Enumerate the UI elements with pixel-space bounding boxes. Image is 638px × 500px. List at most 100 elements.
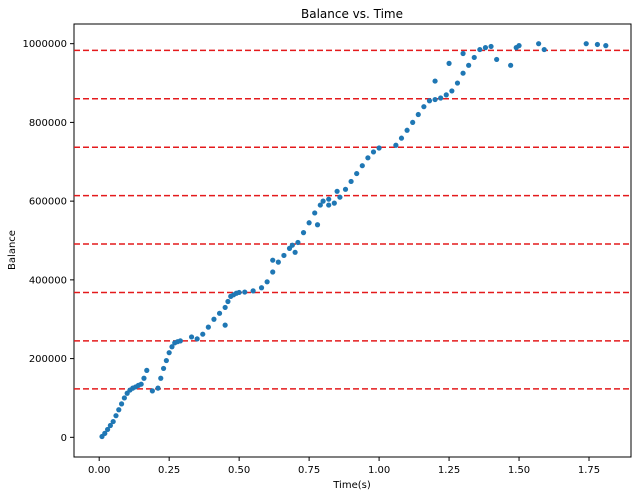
data-point: [460, 70, 466, 76]
data-point: [300, 230, 307, 236]
data-point: [177, 338, 183, 344]
data-point: [460, 50, 466, 57]
data-point: [454, 80, 461, 86]
data-point: [314, 222, 321, 228]
data-point: [194, 336, 200, 342]
data-point: [295, 239, 301, 246]
data-point: [594, 41, 601, 48]
data-point: [326, 202, 332, 208]
data-point: [107, 422, 113, 429]
data-point: [348, 178, 354, 185]
data-point: [113, 413, 119, 419]
data-point: [211, 316, 217, 322]
data-point: [541, 46, 547, 53]
data-point: [536, 41, 542, 47]
x-tick-label: 0.25: [158, 465, 180, 476]
data-point: [320, 198, 326, 204]
data-point: [331, 200, 337, 206]
y-tick-label: 1000000: [22, 39, 67, 50]
data-point: [415, 111, 421, 118]
data-point: [317, 202, 323, 208]
data-point: [466, 62, 472, 68]
data-point: [443, 92, 449, 98]
data-point: [275, 259, 281, 265]
data-point: [426, 98, 433, 104]
data-point: [216, 310, 223, 316]
y-tick-label: 0: [61, 433, 67, 444]
data-point: [449, 88, 455, 94]
data-point: [144, 367, 150, 373]
data-point: [404, 127, 410, 133]
x-tick-label: 0.50: [228, 465, 250, 476]
data-point: [432, 96, 438, 103]
x-tick-label: 0.00: [88, 465, 110, 476]
data-point: [398, 135, 405, 141]
data-point: [169, 344, 175, 350]
data-point: [292, 249, 298, 255]
data-point: [354, 170, 360, 177]
data-point: [393, 142, 399, 148]
data-point: [446, 60, 452, 66]
data-point: [488, 43, 494, 50]
data-point: [121, 395, 127, 401]
data-point: [438, 95, 444, 101]
x-tick-label: 1.75: [578, 465, 600, 476]
data-point: [306, 220, 312, 226]
data-point: [104, 426, 111, 433]
data-point: [421, 104, 427, 110]
x-tick-label: 1.25: [438, 465, 460, 476]
data-point: [312, 210, 318, 216]
data-point: [258, 285, 265, 291]
y-tick-label: 800000: [29, 118, 67, 129]
data-point: [110, 418, 116, 425]
y-axis-label: Balance: [7, 230, 18, 270]
data-point: [250, 288, 256, 294]
data-point: [141, 375, 147, 381]
x-tick-label: 1.00: [368, 465, 390, 476]
data-point: [188, 334, 195, 340]
data-point: [359, 163, 365, 169]
data-point: [166, 350, 172, 356]
data-point: [281, 252, 287, 259]
data-point: [482, 45, 489, 51]
data-point: [334, 188, 340, 194]
data-point: [242, 289, 248, 295]
x-tick-label: 0.75: [298, 465, 320, 476]
data-point: [326, 196, 332, 202]
plot-area-frame: [73, 23, 632, 458]
data-point: [270, 269, 276, 275]
data-point: [138, 381, 144, 387]
data-point: [342, 186, 349, 192]
data-point: [410, 119, 416, 126]
data-point: [516, 43, 522, 49]
data-point: [337, 194, 343, 200]
data-points: [99, 41, 609, 440]
data-point: [222, 304, 228, 311]
data-point: [102, 430, 108, 436]
y-tick-label: 400000: [29, 275, 67, 286]
data-point: [508, 62, 514, 68]
data-point: [432, 78, 438, 84]
data-point: [118, 401, 125, 407]
data-point: [264, 279, 270, 285]
data-point: [477, 46, 483, 53]
data-point: [370, 149, 377, 155]
y-axis-ticks: 0 200000 400000 600000 800000 1000000: [22, 39, 74, 444]
data-point: [160, 365, 167, 372]
data-point: [494, 56, 500, 63]
chart-title: Balance vs. Time: [301, 7, 403, 21]
x-axis-ticks: 0.00 0.25 0.50 0.75 1.00 1.25 1.50 1.75: [88, 457, 600, 476]
data-point: [116, 407, 122, 413]
data-point: [583, 41, 589, 47]
data-point: [163, 357, 169, 364]
y-tick-label: 200000: [29, 354, 67, 365]
data-point: [289, 242, 295, 248]
data-point: [149, 388, 155, 394]
data-point: [205, 324, 211, 330]
data-point: [365, 155, 371, 161]
x-axis-label: Time(s): [332, 480, 371, 491]
data-point: [376, 145, 382, 151]
data-point: [222, 322, 228, 328]
